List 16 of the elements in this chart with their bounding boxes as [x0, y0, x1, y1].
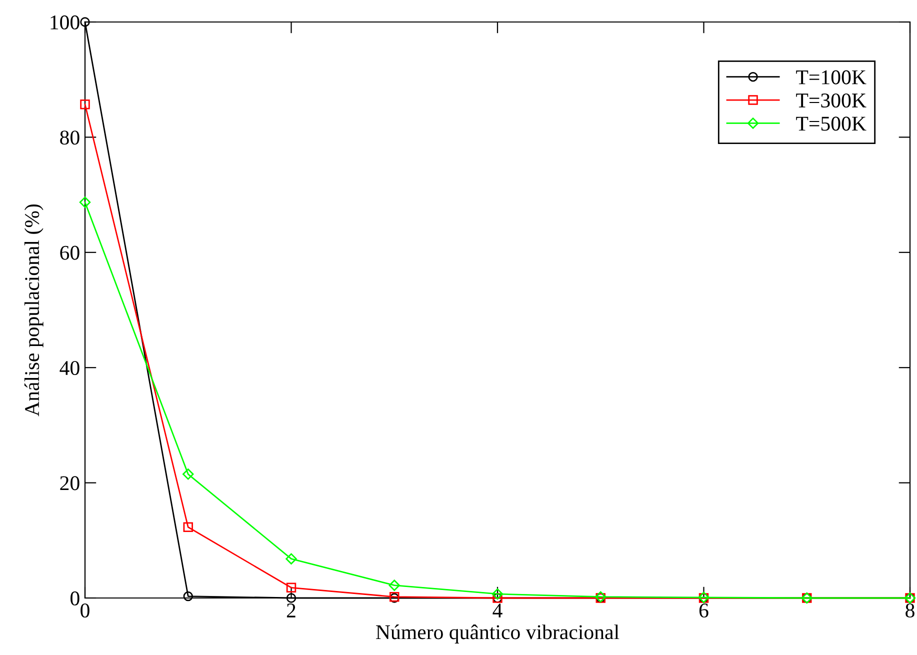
x-axis-title: Número quântico vibracional — [376, 624, 620, 644]
y-tick-label: 20 — [60, 476, 80, 490]
x-tick-label: 4 — [492, 604, 502, 618]
x-tick-label: 8 — [906, 603, 914, 618]
y-axis-title: Análise populacional (%) — [24, 204, 44, 416]
y-tick-label: 80 — [60, 130, 80, 145]
y-tick-label: 60 — [60, 246, 80, 260]
legend-label: T=300K — [796, 93, 866, 108]
x-tick-label: 6 — [699, 604, 708, 618]
x-tick-label: 0 — [80, 603, 90, 618]
x-tick-label: 2 — [286, 604, 296, 618]
y-tick-label: 0 — [70, 591, 80, 606]
y-tick-label: 100 — [50, 15, 80, 30]
legend-label: T=100K — [796, 70, 866, 84]
legend-label: T=500K — [796, 116, 866, 131]
y-tick-label: 40 — [60, 360, 80, 376]
